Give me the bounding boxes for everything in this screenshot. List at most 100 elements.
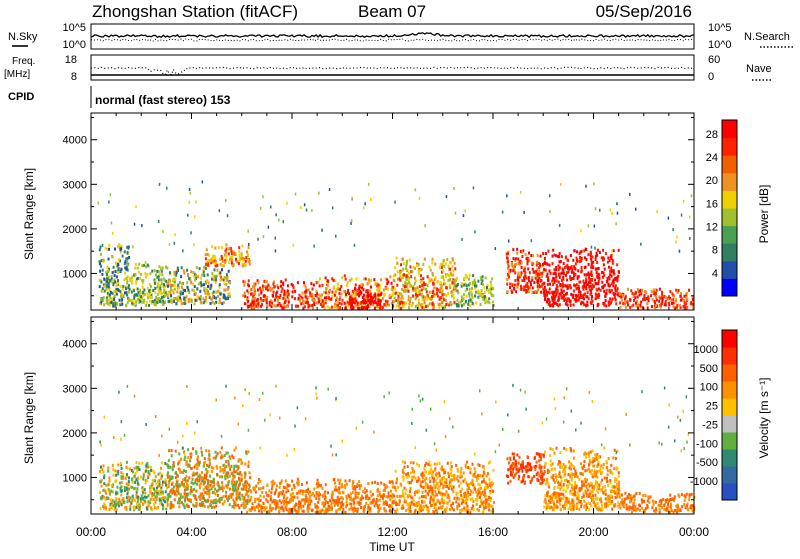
scatter-cell xyxy=(632,292,634,295)
scatter-cell xyxy=(449,508,451,511)
scatter-cell xyxy=(201,274,203,277)
scatter-cell xyxy=(205,449,207,452)
scatter-cell xyxy=(429,477,431,480)
scatter-cell xyxy=(532,254,534,257)
scatter-cell xyxy=(311,293,313,296)
scatter-cell xyxy=(228,497,230,500)
scatter-cell xyxy=(579,252,581,255)
scatter-cell xyxy=(335,485,337,488)
scatter-cell xyxy=(305,494,307,497)
scatter-cell xyxy=(430,495,432,498)
scatter-cell xyxy=(193,289,195,292)
scatter-cell xyxy=(235,501,237,504)
scatter-cell xyxy=(186,485,188,488)
scatter-cell xyxy=(487,300,489,303)
scatter-cell xyxy=(128,496,130,499)
scatter-cell xyxy=(329,499,331,502)
scatter-cell xyxy=(343,491,345,494)
scatter-cell xyxy=(619,292,621,295)
scatter-cell xyxy=(607,257,609,260)
scatter-cell xyxy=(455,464,457,467)
scatter-cell xyxy=(402,268,404,271)
scatter-cell xyxy=(202,298,204,301)
scatter-cell xyxy=(442,492,444,495)
scatter-cell xyxy=(474,284,476,287)
scatter-cell xyxy=(115,474,117,477)
scatter-cell xyxy=(613,292,615,295)
scatter-cell xyxy=(549,288,551,291)
scatter-cell xyxy=(531,276,533,279)
scatter-cell xyxy=(158,473,160,476)
scatter-cell xyxy=(507,260,509,263)
scatter-cell xyxy=(423,299,425,302)
scatter-cell xyxy=(200,492,202,495)
scatter-cell xyxy=(99,491,101,494)
scatter-cell xyxy=(268,226,270,229)
scatter-cell xyxy=(107,302,109,305)
scatter-cell xyxy=(427,284,429,287)
scatter-cell xyxy=(258,487,260,490)
scatter-cell xyxy=(219,466,221,469)
scatter-cell xyxy=(557,304,559,307)
scatter-cell xyxy=(193,505,195,508)
scatter-cell xyxy=(437,477,439,480)
scatter-cell xyxy=(463,507,465,510)
scatter-cell xyxy=(402,493,404,496)
scatter-cell xyxy=(120,485,122,488)
scatter-cell xyxy=(182,249,184,252)
scatter-cell xyxy=(218,498,220,501)
scatter-cell xyxy=(349,299,351,302)
scatter-cell xyxy=(460,510,462,513)
scatter-cell xyxy=(265,491,267,494)
scatter-cell xyxy=(104,290,106,293)
scatter-cell xyxy=(145,265,147,268)
scatter-cell xyxy=(444,282,446,285)
scatter-cell xyxy=(507,252,509,255)
scatter-cell xyxy=(136,294,138,297)
scatter-cell xyxy=(414,493,416,496)
scatter-cell xyxy=(218,301,220,304)
scatter-cell xyxy=(490,284,492,287)
scatter-cell xyxy=(157,282,159,285)
scatter-cell xyxy=(616,289,618,292)
scatter-cell xyxy=(547,250,549,253)
scatter-cell xyxy=(527,260,529,263)
scatter-cell xyxy=(173,485,175,488)
scatter-cell xyxy=(457,470,459,473)
scatter-cell xyxy=(99,270,101,273)
scatter-cell xyxy=(575,287,577,290)
scatter-cell xyxy=(275,488,277,491)
scatter-cell xyxy=(490,492,492,495)
scatter-cell xyxy=(201,471,203,474)
scatter-cell xyxy=(269,287,271,290)
scatter-cell xyxy=(380,278,382,281)
scatter-cell xyxy=(312,307,314,310)
scatter-cell xyxy=(433,499,435,502)
scatter-cell xyxy=(123,501,125,504)
scatter-cell xyxy=(392,292,394,295)
scatter-cell xyxy=(408,502,410,505)
scatter-cell xyxy=(225,465,227,468)
scatter-cell xyxy=(421,289,423,292)
scatter-cell xyxy=(279,486,281,489)
scatter-cell xyxy=(460,470,462,473)
scatter-cell xyxy=(319,284,321,287)
scatter-cell xyxy=(358,287,360,290)
scatter-cell xyxy=(581,250,583,253)
scatter-cell xyxy=(159,493,161,496)
scatter-cell xyxy=(433,501,435,504)
scatter-cell xyxy=(139,468,141,471)
scatter-cell xyxy=(676,306,678,309)
scatter-cell xyxy=(167,464,169,467)
scatter-cell xyxy=(112,279,114,282)
scatter-cell xyxy=(385,300,387,303)
freq-tick-top: 18 xyxy=(65,54,77,66)
scatter-cell xyxy=(337,304,339,307)
scatter-cell xyxy=(421,293,423,296)
scatter-cell xyxy=(352,484,354,487)
scatter-cell xyxy=(400,307,402,310)
scatter-cell xyxy=(260,207,262,210)
scatter-cell xyxy=(386,495,388,498)
scatter-cell xyxy=(279,294,281,297)
